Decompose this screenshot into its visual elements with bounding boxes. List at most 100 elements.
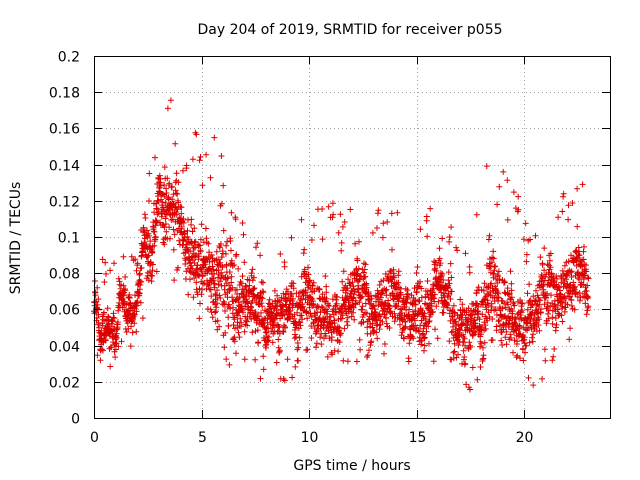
data-point (501, 279, 508, 286)
data-point (545, 310, 551, 317)
data-point (172, 140, 179, 147)
data-point (196, 242, 203, 249)
data-point (539, 261, 546, 268)
data-point (290, 285, 297, 292)
data-point (329, 200, 336, 207)
data-point (545, 315, 552, 322)
data-point (555, 283, 562, 290)
data-point (523, 342, 530, 349)
data-point (104, 305, 111, 312)
data-point (531, 315, 538, 322)
data-point (281, 377, 288, 384)
data-point (225, 314, 232, 321)
data-point (214, 300, 220, 307)
data-point (275, 323, 282, 330)
data-point (178, 223, 185, 230)
data-point (432, 326, 438, 333)
chart-title: Day 204 of 2019, SRMTID for receiver p05… (197, 22, 502, 38)
data-point (281, 263, 288, 270)
data-point (319, 236, 326, 243)
data-point (218, 269, 225, 276)
data-point (99, 347, 106, 354)
data-point (260, 289, 267, 296)
data-point (310, 279, 317, 286)
data-point (335, 348, 342, 355)
data-point (230, 304, 236, 311)
data-point (166, 180, 173, 187)
data-point (212, 309, 218, 316)
data-point (362, 261, 369, 268)
data-point (145, 252, 152, 259)
data-point (198, 291, 205, 298)
data-point (341, 325, 348, 332)
data-point (189, 156, 196, 163)
data-point (529, 338, 536, 345)
data-point (149, 249, 156, 256)
data-point (530, 331, 536, 338)
data-point (127, 343, 134, 350)
data-point (446, 238, 453, 245)
data-point (351, 291, 357, 298)
data-point (537, 297, 544, 304)
data-point (580, 276, 587, 283)
data-point (376, 282, 383, 288)
data-point (485, 302, 492, 309)
data-point (226, 269, 233, 275)
data-point (338, 330, 344, 337)
data-point (480, 344, 486, 351)
data-point (526, 281, 533, 288)
data-point (237, 315, 244, 322)
data-point (454, 247, 461, 254)
data-point (518, 316, 525, 323)
data-point (484, 317, 491, 324)
data-point (306, 304, 313, 311)
data-point (341, 219, 348, 225)
data-point (530, 382, 537, 389)
data-point (228, 247, 234, 254)
data-point (323, 289, 330, 296)
data-point (380, 220, 387, 227)
data-point (582, 300, 589, 307)
data-point (520, 357, 527, 364)
data-point (276, 330, 283, 337)
data-point (542, 357, 549, 364)
data-point (199, 286, 205, 293)
data-point (585, 303, 592, 310)
data-point (161, 208, 167, 214)
data-point (228, 279, 235, 286)
data-point (568, 274, 575, 280)
data-point (381, 350, 387, 357)
data-point (277, 251, 284, 257)
data-point (388, 279, 395, 285)
data-point (448, 224, 455, 231)
data-point (111, 260, 117, 267)
data-point (164, 175, 171, 182)
data-point (99, 335, 105, 342)
data-point (488, 280, 495, 287)
data-point (383, 320, 390, 327)
data-point (362, 273, 369, 280)
data-point (421, 334, 428, 341)
data-point (563, 295, 569, 302)
data-point (355, 265, 362, 272)
data-point (583, 268, 590, 275)
data-point (423, 213, 430, 220)
data-point (229, 262, 236, 269)
y-tick-label: 0.18 (49, 86, 80, 102)
data-point (238, 280, 245, 287)
data-point (188, 216, 195, 223)
data-point (311, 288, 318, 295)
data-point (257, 252, 264, 259)
data-point (369, 229, 376, 236)
data-point (264, 338, 271, 345)
data-point (133, 267, 140, 274)
data-point (368, 292, 374, 299)
x-tick-label: 10 (301, 430, 319, 446)
data-point (152, 233, 159, 240)
data-point (440, 309, 447, 316)
data-point (250, 285, 257, 292)
data-point (120, 282, 127, 289)
y-tick-label: 0.02 (49, 376, 80, 392)
data-point (386, 302, 393, 309)
data-point (423, 328, 430, 335)
